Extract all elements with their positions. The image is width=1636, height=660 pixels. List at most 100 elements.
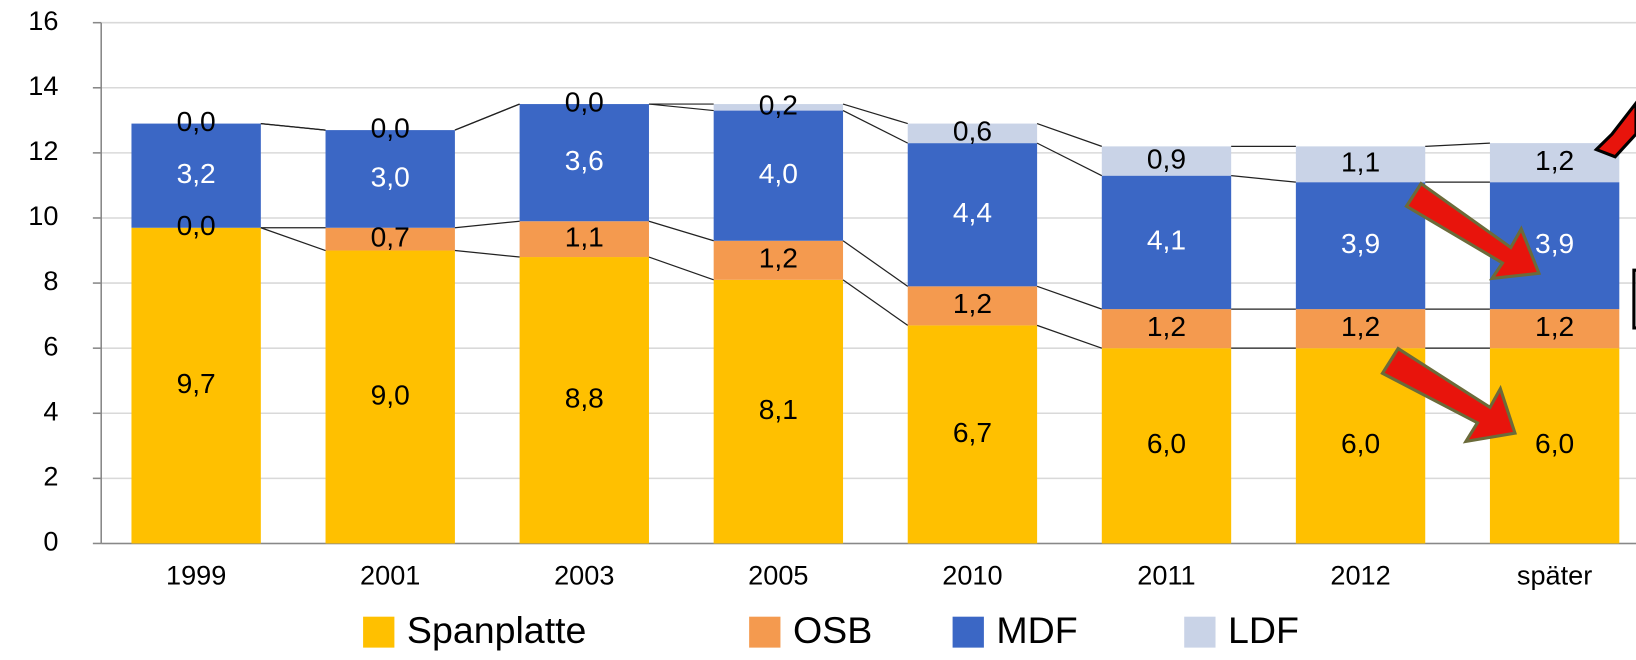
- bar-segment: [131, 227, 261, 544]
- data-label: 1,2: [1535, 145, 1574, 176]
- plot: 0 2 4 6 8 10 12 14 16 9,7 0,0 3,2 0,0 1999 9,0 0,7 3,0 0,…: [28, 6, 1636, 651]
- data-label: 4,0: [759, 158, 798, 189]
- data-label: 3,6: [565, 145, 604, 176]
- data-label: 6,7: [953, 417, 992, 448]
- data-label: 3,9: [1535, 228, 1574, 259]
- connector: [648, 256, 714, 281]
- data-label: 6,0: [1535, 428, 1574, 459]
- arrow: [1404, 181, 1542, 281]
- bar-segment: [325, 227, 455, 251]
- data-label: 1,2: [759, 243, 798, 274]
- data-label: 4,1: [1147, 225, 1186, 256]
- connector: [454, 103, 520, 131]
- connector: [1425, 142, 1490, 147]
- bar-segment: [1295, 146, 1426, 183]
- bar-segment: [713, 279, 844, 544]
- y-tick-label: 14: [28, 71, 58, 101]
- y-tick-label: 10: [28, 201, 58, 231]
- bar-segment: [519, 257, 649, 544]
- y-tick-label: 6: [43, 331, 58, 361]
- check-mark: [1593, 100, 1636, 159]
- bar-segment: [131, 123, 261, 228]
- y-tick-label: 8: [43, 266, 58, 296]
- y-tick-label: 4: [43, 396, 58, 426]
- bar-segment: [1489, 348, 1620, 544]
- x-tick-label: 2001: [360, 561, 420, 591]
- connector: [1036, 123, 1103, 147]
- connector: [1036, 285, 1103, 310]
- connector: [842, 240, 909, 287]
- bar-segment: [519, 221, 649, 258]
- x-tick-label: 2003: [554, 561, 614, 591]
- bar-segment: [713, 110, 844, 241]
- data-label: 8,8: [565, 383, 604, 414]
- bar-segment: [1489, 309, 1620, 349]
- legend-label: Spanplatte: [407, 609, 587, 651]
- bar-segment: [1295, 309, 1426, 349]
- legend-label: OSB: [793, 609, 872, 651]
- x-tick-label: 2005: [748, 561, 808, 591]
- connector: [1231, 175, 1296, 183]
- legend-swatch: [749, 616, 781, 648]
- bar-segment: [713, 240, 844, 280]
- data-label: 0,0: [371, 113, 410, 144]
- connector: [1036, 324, 1103, 349]
- legend-swatch: [952, 616, 984, 648]
- bar-segment: [1101, 146, 1232, 176]
- data-label: 1,2: [953, 288, 992, 319]
- bar-segment: [1295, 182, 1426, 310]
- data-label: 4,4: [953, 197, 992, 228]
- data-label: 0,0: [565, 87, 604, 118]
- connector: [454, 249, 520, 258]
- data-label: 6,0: [1147, 428, 1186, 459]
- legend-label: LDF: [1228, 609, 1299, 651]
- bar-segment: [907, 286, 1038, 326]
- data-label: 0,7: [371, 222, 410, 253]
- data-label: 0,0: [177, 210, 216, 241]
- data-label: 3,0: [371, 161, 410, 192]
- x-tick-label: später: [1517, 561, 1592, 591]
- bar-segment: [907, 143, 1038, 287]
- data-label: 1,1: [565, 222, 604, 253]
- arrow: [1380, 346, 1518, 444]
- bar-segment: [907, 123, 1038, 144]
- annotations: [1380, 100, 1636, 444]
- bar-segment: [1101, 348, 1232, 544]
- legend-swatch: [363, 616, 395, 648]
- y-tick-label: 16: [28, 6, 58, 36]
- x-tick-label: 2012: [1330, 561, 1390, 591]
- legend-swatch: [1184, 616, 1216, 648]
- connector: [260, 122, 326, 131]
- connector: [1036, 142, 1103, 177]
- data-label: 1,2: [1535, 311, 1574, 342]
- data-label: 3,2: [177, 158, 216, 189]
- x-tick-label: 2010: [942, 561, 1002, 591]
- data-label: 8,1: [759, 394, 798, 425]
- data-label: 0,2: [759, 90, 798, 121]
- connector: [842, 110, 909, 144]
- data-label: 1,2: [1341, 311, 1380, 342]
- bar-segment: [907, 325, 1038, 544]
- y-tick-label: 2: [43, 462, 58, 492]
- bar-segment: [325, 130, 455, 228]
- data-label: 0,6: [953, 116, 992, 147]
- legend-label: MDF: [996, 609, 1077, 651]
- data-label: 1,2: [1147, 311, 1186, 342]
- bar-segment: [519, 104, 649, 222]
- bar-segment: [1101, 309, 1232, 349]
- data-label: 1,1: [1341, 147, 1380, 178]
- x-tick-label: 1999: [166, 561, 226, 591]
- bracket: [1632, 268, 1636, 330]
- connector: [648, 103, 714, 112]
- connector: [648, 220, 714, 242]
- data-label: 9,0: [371, 379, 410, 410]
- data-label: 0,0: [177, 106, 216, 137]
- x-tick-label: 2011: [1137, 561, 1195, 591]
- data-label: 3,9: [1341, 228, 1380, 259]
- connector: [260, 227, 326, 252]
- connector: [842, 279, 909, 326]
- bar-segment: [325, 250, 455, 544]
- data-label: 9,7: [177, 368, 216, 399]
